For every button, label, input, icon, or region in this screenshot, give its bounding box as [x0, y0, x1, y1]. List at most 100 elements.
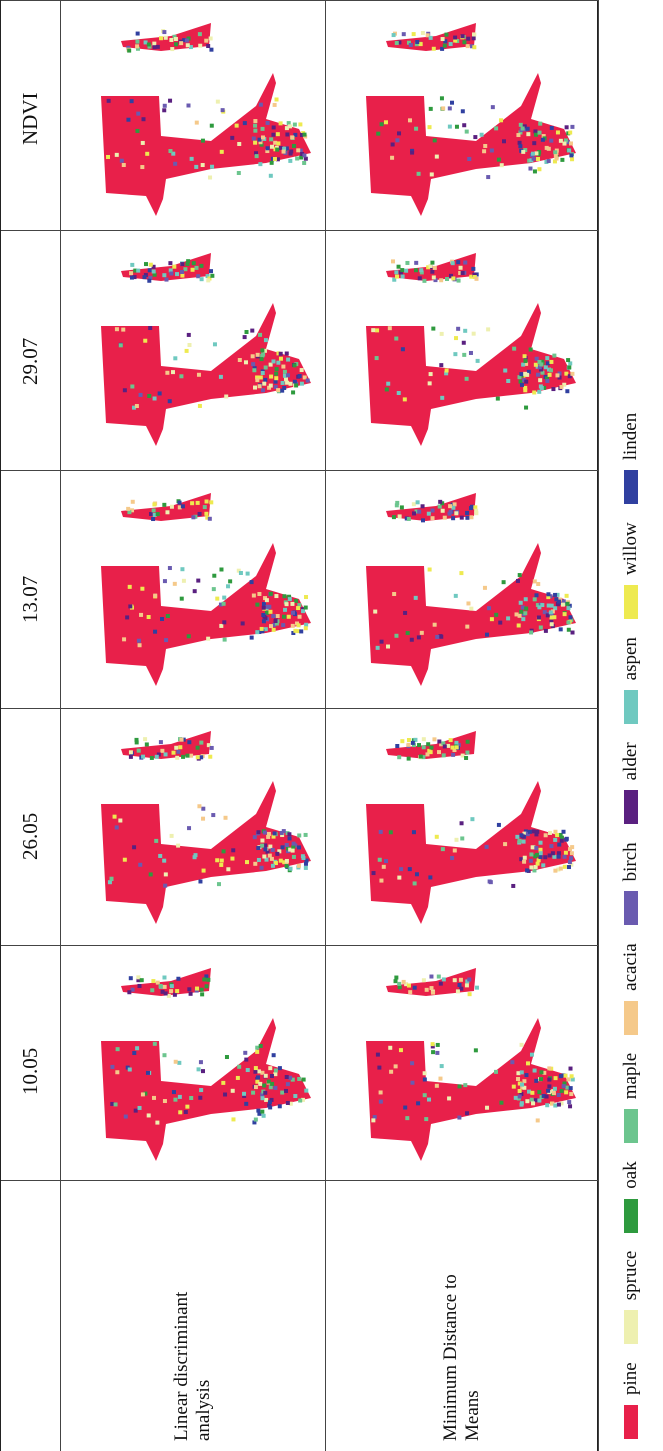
map-shape	[169, 272, 173, 276]
map-shape	[425, 988, 429, 992]
map-shape	[386, 382, 390, 386]
map-shape	[152, 42, 156, 46]
map-shape	[522, 840, 526, 844]
map-shape	[288, 159, 292, 163]
map-shape	[230, 136, 234, 140]
map-shape	[158, 854, 162, 858]
map	[326, 709, 598, 945]
map-shape	[140, 165, 144, 169]
map-cell	[61, 470, 326, 708]
map-shape	[566, 358, 570, 362]
map-shape	[292, 855, 296, 859]
map-shape	[201, 163, 205, 167]
map-shape	[176, 977, 180, 981]
map-shape	[136, 112, 140, 116]
map-shape	[469, 506, 473, 510]
map-shape	[480, 133, 484, 137]
map-shape	[538, 855, 542, 859]
map-shape	[153, 630, 157, 634]
map-cell	[61, 230, 326, 470]
map-shape	[487, 606, 491, 610]
map-shape	[270, 145, 274, 149]
legend-swatch	[624, 1310, 638, 1344]
map-shape	[431, 1050, 435, 1054]
map-shape	[154, 839, 158, 843]
map-shape	[424, 1117, 428, 1121]
map-shape	[472, 332, 476, 336]
map-shape	[280, 831, 284, 835]
map-shape	[138, 984, 142, 988]
map-shape	[463, 261, 467, 265]
map-shape	[250, 580, 254, 584]
map-shape	[219, 624, 223, 628]
map-shape	[175, 272, 179, 276]
map-shape	[551, 851, 555, 855]
map-shape	[526, 1061, 530, 1065]
map-shape	[560, 1089, 564, 1093]
map-shape	[199, 1060, 203, 1064]
map-shape	[187, 987, 191, 991]
map-shape	[421, 504, 425, 508]
map-shape	[250, 636, 254, 640]
map-shape	[498, 621, 502, 625]
map-shape	[261, 127, 265, 131]
map-shape	[276, 614, 280, 618]
map-shape	[209, 500, 213, 504]
map-shape	[534, 133, 538, 137]
map-shape	[380, 640, 384, 644]
map-shape	[225, 1055, 229, 1059]
map-shape	[209, 48, 213, 52]
map-shape	[243, 335, 247, 339]
map-shape	[262, 1083, 266, 1087]
map-shape	[291, 390, 295, 394]
map-shape	[565, 1086, 569, 1090]
map-shape	[464, 756, 468, 760]
map-shape	[272, 1053, 276, 1057]
map-shape	[130, 384, 134, 388]
map-shape	[389, 1070, 393, 1074]
map-shape	[458, 983, 462, 987]
map-shape	[241, 621, 245, 625]
map-shape	[174, 1060, 178, 1064]
map-shape	[441, 37, 445, 41]
map-shape	[115, 1070, 119, 1074]
map-shape	[547, 147, 551, 151]
map-shape	[162, 108, 166, 112]
map-shape	[539, 1070, 543, 1074]
map-shape	[170, 984, 174, 988]
map-shape	[416, 1101, 420, 1105]
map-shape	[185, 754, 189, 758]
map-shape	[148, 268, 152, 272]
map-shape	[266, 605, 270, 609]
map-shape	[226, 867, 230, 871]
map-shape	[460, 516, 464, 520]
map-shape	[245, 330, 249, 334]
map-shape	[451, 516, 455, 520]
map-shape	[465, 751, 469, 755]
map-shape	[195, 266, 199, 270]
map-shape	[294, 599, 298, 603]
map-shape	[394, 337, 398, 341]
map-shape	[253, 119, 257, 123]
map-shape	[525, 868, 529, 872]
map-shape	[545, 1103, 549, 1107]
map-shape	[554, 597, 558, 601]
map-shape	[288, 836, 292, 840]
map-shape	[137, 749, 141, 753]
map-shape	[445, 368, 449, 372]
map-shape	[407, 738, 411, 742]
map-shape	[448, 125, 452, 129]
map	[61, 471, 325, 708]
map-shape	[536, 157, 540, 161]
map-shape	[400, 505, 404, 509]
map-shape	[449, 738, 453, 742]
map-shape	[251, 362, 255, 366]
map-shape	[163, 104, 167, 108]
legend-swatch	[624, 1109, 638, 1143]
map-shape	[538, 378, 542, 382]
map-shape	[197, 1067, 201, 1071]
map-shape	[201, 817, 205, 821]
map-shape	[269, 384, 273, 388]
map-shape	[560, 158, 564, 162]
map-shape	[116, 1047, 120, 1051]
